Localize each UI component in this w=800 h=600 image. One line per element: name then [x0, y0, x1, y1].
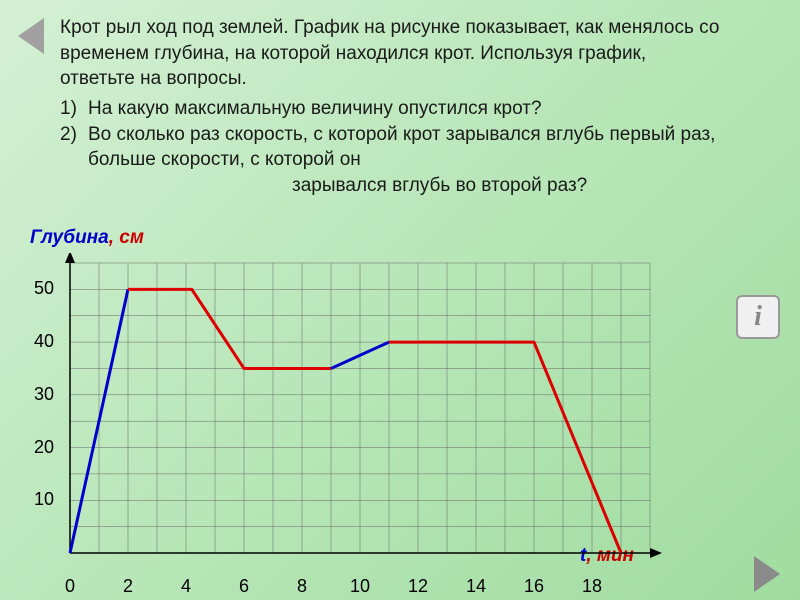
x-tick-label: 2	[123, 576, 133, 597]
next-arrow-icon[interactable]	[754, 556, 780, 592]
q2-text: Во сколько раз скорость, с которой крот …	[88, 122, 720, 173]
x-tick-label: 18	[582, 576, 602, 597]
y-tick-label: 30	[28, 384, 54, 405]
q1-text: На какую максимальную величину опустился…	[88, 96, 720, 122]
y-axis-label-name: Глубина	[30, 227, 109, 248]
x-tick-label: 8	[297, 576, 307, 597]
problem-text: Крот рыл ход под землей. График на рисун…	[60, 15, 720, 198]
q2-continuation: зарывался вглубь во второй раз?	[292, 173, 720, 199]
x-tick-label: 0	[65, 576, 75, 597]
y-tick-label: 50	[28, 278, 54, 299]
y-tick-label: 40	[28, 331, 54, 352]
y-axis-label: Глубина, см	[30, 227, 144, 249]
back-arrow-icon[interactable]	[18, 18, 44, 54]
q2-number: 2)	[60, 122, 88, 173]
q1-number: 1)	[60, 96, 88, 122]
x-tick-label: 10	[350, 576, 370, 597]
chart-container: 1020304050024681012141618	[30, 253, 690, 593]
x-tick-label: 4	[181, 576, 191, 597]
intro-paragraph: Крот рыл ход под землей. График на рисун…	[60, 15, 720, 92]
x-tick-label: 14	[466, 576, 486, 597]
y-tick-label: 20	[28, 437, 54, 458]
chart-svg	[30, 253, 690, 593]
x-tick-label: 6	[239, 576, 249, 597]
x-tick-label: 16	[524, 576, 544, 597]
y-tick-label: 10	[28, 489, 54, 510]
info-button[interactable]: i	[736, 295, 780, 339]
y-axis-label-unit: , см	[109, 227, 144, 248]
info-icon: i	[754, 301, 762, 333]
x-tick-label: 12	[408, 576, 428, 597]
